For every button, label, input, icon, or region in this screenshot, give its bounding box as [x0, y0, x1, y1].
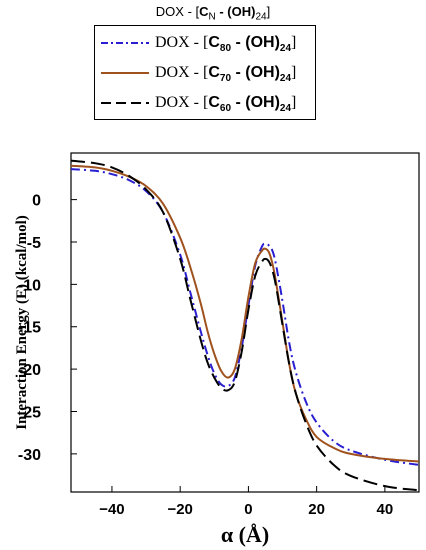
y-tick-label: -25 [18, 404, 41, 421]
legend-swatch-c70 [101, 72, 149, 74]
legend-label-c70: DOX - [C70 - (OH)24] [155, 64, 297, 85]
x-tick-label: −40 [99, 501, 124, 518]
legend-title: DOX - [CN - (OH)24] [155, 4, 271, 23]
series-line-2 [70, 159, 420, 492]
y-tick-label: -15 [18, 320, 41, 337]
legend-label-c80: DOX - [C80 - (OH)24] [155, 34, 297, 55]
y-tick-label: 0 [32, 193, 41, 210]
legend-label-c60: DOX - [C60 - (OH)24] [155, 94, 297, 115]
ticks-layer: −40 −20 0 20 40 0 -5 -10 -15 -20 -25 -30 [18, 193, 393, 518]
legend-entry-c70: DOX - [C70 - (OH)24] [95, 59, 315, 87]
y-tick-label: -20 [18, 362, 41, 379]
legend-entry-c60: DOX - [C60 - (OH)24] [95, 89, 315, 117]
x-axis-label: α (Å) [221, 522, 269, 547]
legend-swatch-c60 [101, 102, 149, 104]
y-tick-label: -10 [18, 277, 41, 294]
x-tick-label: 0 [244, 501, 252, 518]
plot-frame [70, 152, 420, 493]
y-axis-label: Interaction Energy (E) (kcal/mol) [14, 215, 30, 430]
x-tick-label: 40 [377, 501, 394, 518]
x-tick-label: −20 [167, 501, 192, 518]
x-tick-label: 20 [308, 501, 325, 518]
series-layer [70, 159, 420, 492]
legend-entry-c80: DOX - [C80 - (OH)24] [95, 29, 315, 57]
y-tick-label: -5 [27, 235, 41, 252]
legend-box: DOX - [C80 - (OH)24] DOX - [C70 - (OH)24… [94, 25, 316, 120]
y-tick-label: -30 [18, 447, 41, 464]
series-line-1 [70, 164, 420, 463]
legend-swatch-c80 [101, 42, 149, 44]
